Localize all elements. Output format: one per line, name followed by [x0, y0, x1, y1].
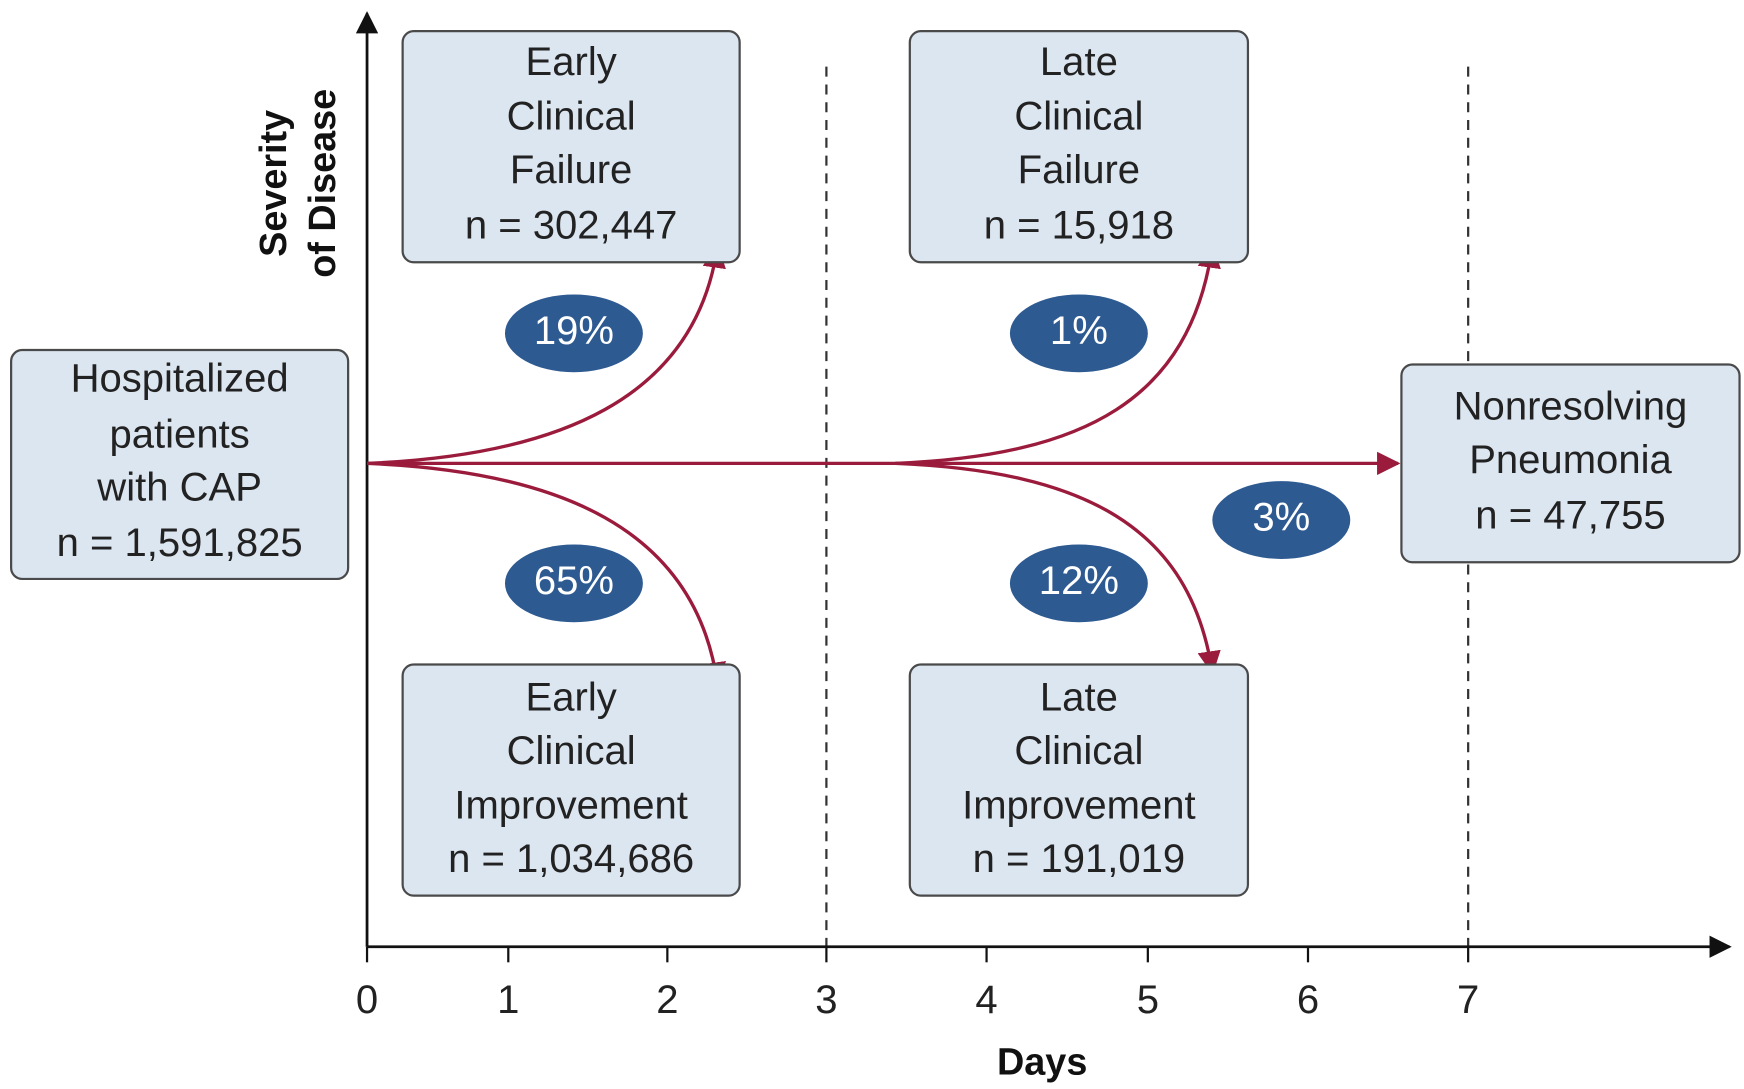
- node-label: n = 191,019: [973, 837, 1186, 881]
- x-axis-title: Days: [997, 1042, 1087, 1084]
- node-label: Pneumonia: [1469, 438, 1672, 482]
- flow-arrow: [895, 461, 1221, 675]
- percent-label: 12%: [1039, 559, 1119, 603]
- flow-arrow: [366, 244, 726, 466]
- node-box: [401, 30, 741, 264]
- node-box: [10, 348, 350, 581]
- percent-badge: [1009, 544, 1148, 623]
- x-tick-label: 1: [497, 978, 519, 1022]
- node-label: patients: [110, 412, 250, 456]
- node-label: Nonresolving: [1454, 385, 1688, 429]
- node-box: [1400, 363, 1741, 564]
- node-label: Failure: [1018, 148, 1140, 192]
- node-box: [401, 663, 741, 897]
- node-label: Failure: [510, 148, 632, 192]
- node-label: Late: [1040, 676, 1118, 720]
- x-tick-label: 7: [1457, 978, 1479, 1022]
- node-label: Clinical: [507, 729, 636, 773]
- x-tick-label: 0: [356, 978, 378, 1022]
- flow-arrow: [895, 244, 1221, 466]
- node-label: n = 47,755: [1475, 493, 1665, 537]
- content: Hospitalized patients with CAP n = 1,591,82…: [10, 30, 1741, 1084]
- node-box: [908, 663, 1250, 897]
- node-box: [908, 30, 1250, 264]
- percent-label: 1%: [1050, 309, 1108, 353]
- x-tick-label: 6: [1297, 978, 1319, 1022]
- percent-badge: [504, 294, 643, 373]
- percent-badge: [1009, 294, 1148, 373]
- node-label: Improvement: [962, 783, 1196, 827]
- flow-arrow: [366, 461, 726, 686]
- y-axis-title: Severity: [253, 110, 295, 257]
- node-label: n = 1,034,686: [448, 837, 694, 881]
- node-label: Improvement: [454, 783, 688, 827]
- node-label: Hospitalized: [71, 357, 289, 401]
- percent-label: 19%: [534, 309, 614, 353]
- node-label: Clinical: [1014, 94, 1143, 138]
- x-tick-label: 5: [1137, 978, 1159, 1022]
- node-label: n = 302,447: [465, 203, 678, 247]
- percent-label: 65%: [534, 559, 614, 603]
- x-tick-label: 2: [656, 978, 678, 1022]
- x-tick-label: 3: [815, 978, 837, 1022]
- node-label: Late: [1040, 40, 1118, 84]
- node-label: Clinical: [507, 94, 636, 138]
- x-tick-label: 4: [975, 978, 997, 1022]
- percent-badge: [504, 544, 643, 623]
- node-label: n = 1,591,825: [57, 521, 303, 565]
- y-axis-title: of Disease: [302, 89, 344, 278]
- node-label: Early: [526, 40, 617, 84]
- node-label: Early: [526, 676, 617, 720]
- node-label: n = 15,918: [984, 203, 1174, 247]
- node-label: Clinical: [1014, 729, 1143, 773]
- percent-label: 3%: [1252, 496, 1310, 540]
- percent-badge: [1212, 481, 1351, 559]
- node-label: with CAP: [96, 466, 262, 510]
